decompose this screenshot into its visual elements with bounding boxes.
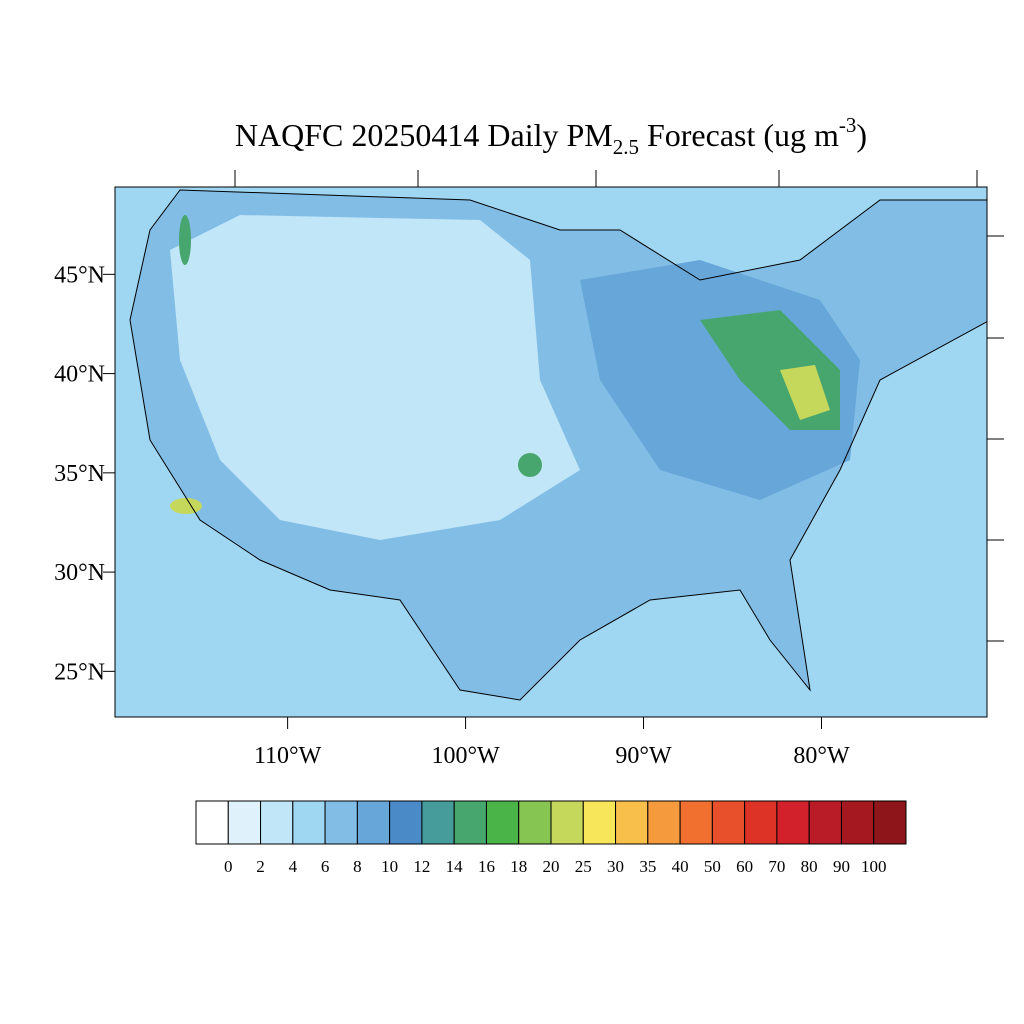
- colorbar-label: 80: [801, 857, 818, 876]
- field-low: [170, 215, 580, 540]
- colorbar-box: [485, 800, 520, 845]
- colorbar-label: 2: [256, 857, 265, 876]
- map-field: [115, 187, 987, 717]
- colorbar-box: [356, 800, 391, 845]
- lat-label: 25°N: [54, 659, 105, 685]
- title: NAQFC 20250414 Daily PM2.5 Forecast (ug …: [235, 113, 867, 159]
- colorbar-label: 90: [833, 857, 850, 876]
- colorbar-label: 70: [768, 857, 785, 876]
- colorbar-box: [776, 800, 810, 845]
- colorbar-box: [808, 800, 842, 845]
- colorbar-label: 8: [353, 857, 362, 876]
- colorbar-box: [195, 800, 229, 845]
- colorbar-box: [550, 800, 584, 845]
- colorbar-box: [518, 800, 552, 845]
- lat-label: 35°N: [54, 461, 105, 487]
- colorbar-box: [260, 800, 294, 845]
- coastline: [129, 189, 987, 701]
- lat-label: 40°N: [54, 362, 105, 388]
- field-peak: [780, 365, 830, 420]
- colorbar-label: 14: [446, 857, 464, 876]
- colorbar-box: [840, 800, 875, 845]
- lon-label: 90°W: [615, 743, 672, 769]
- field-high: [179, 215, 191, 265]
- colorbar-box: [453, 800, 487, 845]
- title-text: NAQFC 20250414 Daily PM: [235, 117, 613, 153]
- colorbar-box: [324, 800, 358, 845]
- title-text: ): [856, 117, 867, 153]
- colorbar-box: [227, 800, 262, 845]
- colorbar-label: 35: [639, 857, 656, 876]
- colorbar-label: 4: [289, 857, 298, 876]
- colorbar-label: 10: [381, 857, 398, 876]
- colorbar-box: [421, 800, 455, 845]
- colorbar-box: [389, 800, 423, 845]
- colorbar-label: 16: [478, 857, 495, 876]
- colorbar-label: 30: [607, 857, 624, 876]
- colorbar-box: [873, 800, 907, 845]
- title-subscript: 2.5: [613, 135, 639, 159]
- title-text: Forecast (ug m: [639, 117, 839, 153]
- colorbar-label: 25: [575, 857, 592, 876]
- colorbar-label: 18: [510, 857, 527, 876]
- field-high: [518, 453, 542, 477]
- colorbar-label: 60: [736, 857, 753, 876]
- colorbar-label: 6: [321, 857, 330, 876]
- field-peak: [170, 498, 202, 514]
- lon-label: 110°W: [254, 743, 322, 769]
- colorbar-label: 50: [704, 857, 721, 876]
- title-superscript: -3: [839, 113, 857, 137]
- colorbar-label: 100: [861, 857, 887, 876]
- map-frame: [114, 186, 988, 718]
- top-ticks: [234, 170, 1004, 642]
- colorbar-label: 0: [224, 857, 233, 876]
- lat-label: 30°N: [54, 560, 105, 586]
- colorbar-label: 40: [672, 857, 689, 876]
- colorbar-label: 12: [413, 857, 430, 876]
- colorbar-box: [647, 800, 681, 845]
- colorbar-box: [615, 800, 649, 845]
- colorbar-box: [582, 800, 617, 845]
- lon-label: 100°W: [431, 743, 500, 769]
- colorbar-box: [744, 800, 778, 845]
- colorbar-label: 20: [543, 857, 560, 876]
- lon-label: 80°W: [793, 743, 850, 769]
- colorbar-box: [292, 800, 326, 845]
- lat-label: 45°N: [54, 262, 105, 288]
- colorbar-box: [679, 800, 713, 845]
- colorbar-box: [711, 800, 746, 845]
